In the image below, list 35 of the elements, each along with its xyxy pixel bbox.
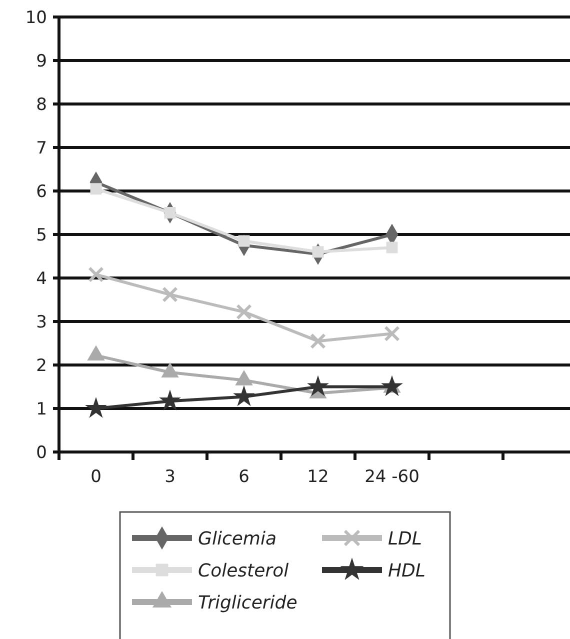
- point: [90, 183, 102, 195]
- point: [162, 362, 178, 378]
- point: [386, 242, 398, 254]
- point: [88, 346, 104, 361]
- y-tick-label: 7: [36, 138, 47, 158]
- y-tick-label: 8: [36, 94, 47, 115]
- x-tick-label: 0: [90, 467, 102, 487]
- y-tick-label: 4: [36, 268, 47, 289]
- y-tick-label: 0: [36, 442, 47, 463]
- point: [236, 370, 252, 386]
- x-tick-label: 24 -60: [364, 467, 420, 487]
- legend-label: LDL: [388, 528, 422, 550]
- point: [234, 386, 254, 406]
- point: [310, 333, 326, 350]
- y-tick-label: 3: [36, 312, 47, 332]
- x-tick-label: 12: [307, 467, 329, 487]
- x-tick-label: 3: [164, 467, 176, 487]
- point: [160, 390, 180, 410]
- legend-label: Glicemia: [198, 528, 276, 550]
- point: [236, 304, 252, 320]
- point: [86, 398, 106, 418]
- y-tick-label: 2: [36, 356, 47, 376]
- point: [308, 376, 328, 396]
- point: [384, 326, 400, 342]
- legend-label: Colesterol: [198, 560, 289, 582]
- y-tick-label: 1: [36, 399, 47, 420]
- y-tick-label: 5: [36, 225, 47, 246]
- legend-label: HDL: [388, 560, 426, 582]
- y-tick-label: 10: [25, 8, 47, 28]
- legend-label: Trigliceride: [198, 592, 298, 614]
- point: [162, 286, 178, 302]
- x-tick-label: 6: [238, 467, 250, 487]
- point: [88, 266, 104, 282]
- y-tick-label: 9: [36, 51, 47, 72]
- y-tick-label: 6: [36, 182, 47, 202]
